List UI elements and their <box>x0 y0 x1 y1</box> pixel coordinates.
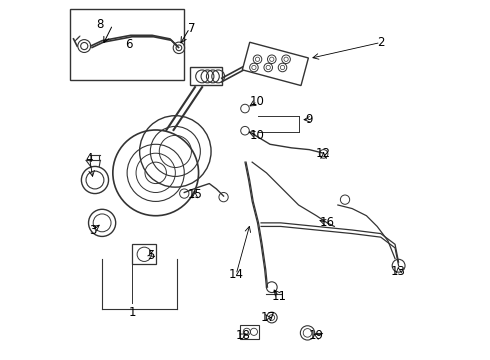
Text: 19: 19 <box>309 329 324 342</box>
Text: 13: 13 <box>391 265 406 278</box>
Text: 12: 12 <box>316 147 331 160</box>
Text: 6: 6 <box>125 38 133 51</box>
Bar <box>132 244 156 264</box>
FancyBboxPatch shape <box>243 42 308 86</box>
Text: 10: 10 <box>250 129 265 142</box>
Text: 9: 9 <box>306 113 313 126</box>
Text: 10: 10 <box>250 95 265 108</box>
Bar <box>240 325 259 339</box>
Text: 15: 15 <box>188 188 202 201</box>
Text: 8: 8 <box>97 18 104 31</box>
Bar <box>70 9 184 80</box>
Text: 1: 1 <box>129 306 136 319</box>
Text: 18: 18 <box>236 329 251 342</box>
Text: 16: 16 <box>319 216 335 229</box>
Text: 7: 7 <box>188 22 195 35</box>
Text: 3: 3 <box>90 224 97 237</box>
Text: 14: 14 <box>228 268 244 281</box>
Text: 2: 2 <box>377 36 385 49</box>
Text: 4: 4 <box>86 152 94 165</box>
Bar <box>190 67 222 85</box>
Text: 11: 11 <box>271 289 287 303</box>
Text: 5: 5 <box>147 248 154 261</box>
Text: 17: 17 <box>261 311 276 324</box>
